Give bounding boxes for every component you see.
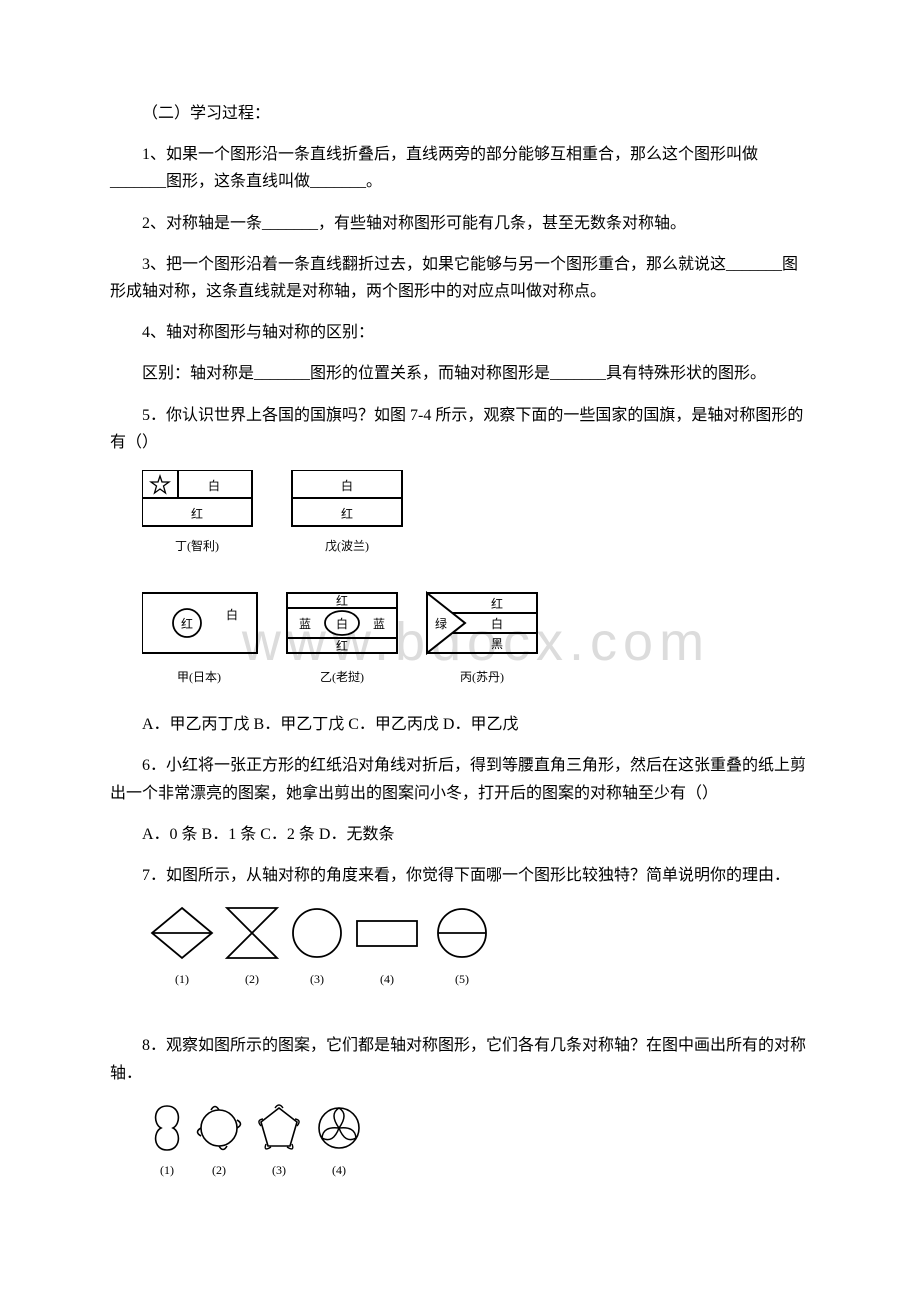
question-3: 3、把一个图形沿着一条直线翻折过去，如果它能够与另一个图形重合，那么就说这___… <box>110 251 810 305</box>
question-5-choices: A．甲乙丙丁戊 B．甲乙丁戊 C．甲乙丙戊 D．甲乙戊 <box>110 711 810 738</box>
q7-label-4: (4) <box>380 972 394 986</box>
question-2: 2、对称轴是一条_______，有些轴对称图形可能有几条，甚至无数条对称轴。 <box>110 210 810 237</box>
q7-label-5: (5) <box>455 972 469 986</box>
flag-laos-top: 红 <box>336 593 348 608</box>
flag-sudan-caption: 丙(苏丹) <box>460 670 504 684</box>
q7-shapes-svg: (1) (2) (3) (4) (5) <box>142 903 502 993</box>
flag-sudan-red: 红 <box>491 596 503 611</box>
question-4-title: 4、轴对称图形与轴对称的区别： <box>110 319 810 346</box>
question-5: 5．你认识世界上各国的国旗吗？如图 7-4 所示，观察下面的一些国家的国旗，是轴… <box>110 402 810 456</box>
flag-chile-caption: 丁(智利) <box>175 538 219 553</box>
flag-sudan-black: 黑 <box>491 637 503 651</box>
flag-japan-white: 白 <box>226 607 238 622</box>
flag-laos-caption: 乙(老挝) <box>320 670 364 684</box>
flag-poland-red: 红 <box>341 506 353 521</box>
section-heading: （二）学习过程： <box>110 100 810 127</box>
q8-figures: (1) (2) (3) (4) <box>142 1101 810 1190</box>
flag-laos-bottom: 红 <box>336 638 348 653</box>
q8-label-1: (1) <box>160 1163 174 1177</box>
flag-laos-white: 白 <box>336 616 348 631</box>
flags-row1-svg: 白 红 丁(智利) 白 红 戊(波兰) <box>142 470 422 565</box>
flags-row2-svg: 红 白 甲(日本) 红 蓝 白 蓝 红 乙(老挝) <box>142 588 562 688</box>
q8-label-3: (3) <box>272 1163 286 1177</box>
flag-poland-caption: 戊(波兰) <box>325 539 369 553</box>
flag-chile-red: 红 <box>191 506 203 521</box>
flag-laos-blue-r: 蓝 <box>373 617 385 631</box>
flag-japan-caption: 甲(日本) <box>177 670 221 684</box>
question-7: 7．如图所示，从轴对称的角度来看，你觉得下面哪一个图形比较独特？简单说明你的理由… <box>110 862 810 889</box>
q8-shapes-svg: (1) (2) (3) (4) <box>142 1101 402 1181</box>
flag-sudan-white: 白 <box>491 616 503 631</box>
flags-row-1: 白 红 丁(智利) 白 红 戊(波兰) <box>142 470 810 574</box>
question-1: 1、如果一个图形沿一条直线折叠后，直线两旁的部分能够互相重合，那么这个图形叫做_… <box>110 141 810 195</box>
q7-label-1: (1) <box>175 972 189 986</box>
flag-poland-white: 白 <box>341 478 353 493</box>
flag-laos-blue-l: 蓝 <box>299 617 311 631</box>
flag-sudan-green: 绿 <box>435 616 447 631</box>
q7-figures: (1) (2) (3) (4) (5) <box>142 903 810 1002</box>
question-6-choices: A．0 条 B．1 条 C．2 条 D．无数条 <box>110 821 810 848</box>
flag-chile-white: 白 <box>208 478 220 493</box>
question-6: 6．小红将一张正方形的红纸沿对角线对折后，得到等腰直角三角形，然后在这张重叠的纸… <box>110 752 810 806</box>
q7-label-2: (2) <box>245 972 259 986</box>
question-8: 8．观察如图所示的图案，它们都是轴对称图形，它们各有几条对称轴？在图中画出所有的… <box>110 1032 810 1086</box>
q8-label-2: (2) <box>212 1163 226 1177</box>
flags-row-2: www.bdocx.com 红 白 甲(日本) 红 蓝 白 蓝 红 <box>142 588 810 697</box>
flag-japan-red: 红 <box>181 616 193 631</box>
q8-label-4: (4) <box>332 1163 346 1177</box>
question-4-body: 区别：轴对称是_______图形的位置关系，而轴对称图形是_______具有特殊… <box>110 360 810 387</box>
q7-label-3: (3) <box>310 972 324 986</box>
